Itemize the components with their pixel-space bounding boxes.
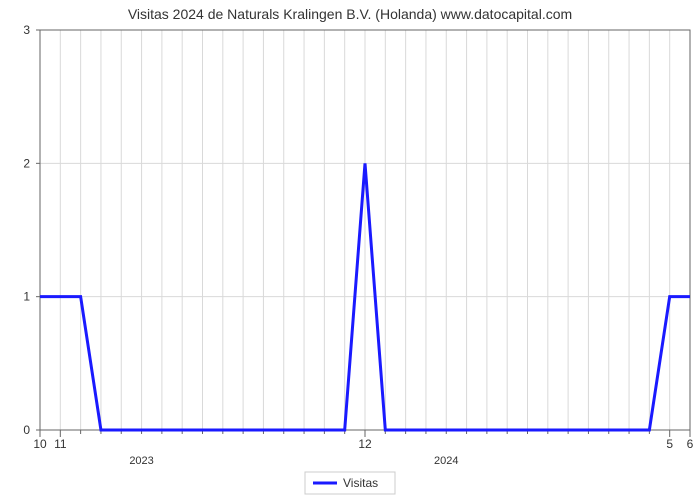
y-tick-label: 1: [23, 290, 30, 304]
legend-label: Visitas: [343, 476, 378, 490]
x-tick-label: 10: [33, 437, 47, 451]
x-tick-label: 12: [358, 437, 372, 451]
x-tick-label: 5: [666, 437, 673, 451]
x-year-label: 2023: [129, 455, 153, 467]
y-tick-label: 0: [23, 423, 30, 437]
x-tick-label: 11: [54, 437, 67, 451]
y-tick-label: 3: [23, 23, 30, 37]
chart-container: Visitas 2024 de Naturals Kralingen B.V. …: [0, 0, 700, 500]
chart-svg: 01231011125620232024Visitas: [0, 0, 700, 500]
y-tick-label: 2: [23, 156, 30, 170]
chart-title: Visitas 2024 de Naturals Kralingen B.V. …: [0, 6, 700, 22]
x-tick-label: 6: [687, 437, 694, 451]
x-year-label: 2024: [434, 455, 458, 467]
